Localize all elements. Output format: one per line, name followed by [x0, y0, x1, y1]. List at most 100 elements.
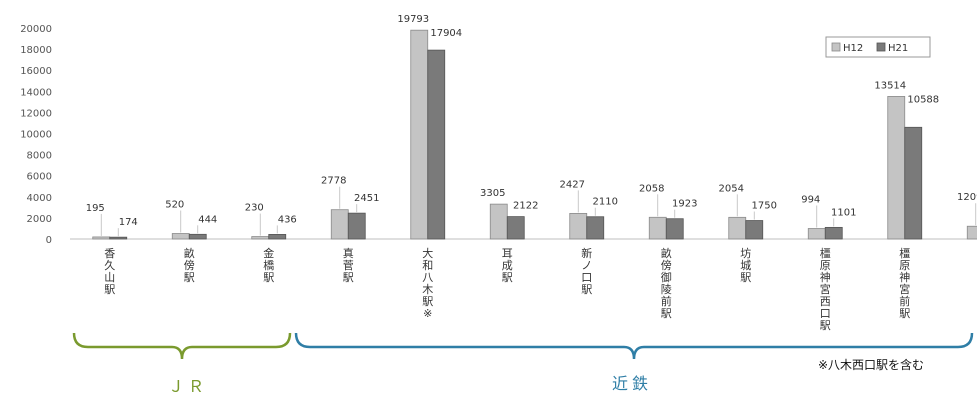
x-tick-label: 橿: [899, 247, 910, 260]
data-label-h12: 3305: [480, 188, 505, 199]
bar-h12: [728, 216, 747, 240]
bar-h12: [569, 212, 588, 240]
y-tick-label: 0: [46, 235, 52, 246]
bar-h21: [824, 226, 843, 240]
bar-h12: [92, 236, 111, 240]
data-label-h12: 520: [165, 200, 184, 211]
y-tick-label: 16000: [20, 66, 52, 77]
bar-h12: [807, 228, 826, 240]
x-tick-label: 山: [104, 271, 115, 284]
y-tick-label: 14000: [20, 87, 52, 98]
y-tick-label: 10000: [20, 130, 52, 141]
bar-h12: [648, 216, 667, 240]
x-tick-label: 宮: [899, 282, 910, 296]
group-label-jr: ＪＲ: [168, 377, 209, 396]
data-label-h21: 1923: [672, 199, 697, 210]
bar-h12: [251, 236, 270, 240]
x-tick-label: 坊: [740, 246, 751, 260]
y-tick-label: 12000: [20, 108, 52, 119]
data-label-h12: 19793: [397, 14, 429, 25]
footnote: ※八木西口駅を含む: [818, 358, 925, 372]
data-label-h12: 2058: [639, 183, 664, 194]
data-label-h12: 2054: [719, 183, 744, 194]
x-tick-label: 木: [422, 283, 433, 296]
x-tick-label: 駅: [899, 307, 910, 320]
bar-h21: [745, 220, 764, 240]
data-label-h21: 174: [119, 217, 138, 228]
x-tick-label: 駅: [104, 283, 115, 296]
x-tick-label: 原: [820, 259, 831, 272]
x-tick-label: 耳: [502, 247, 513, 260]
bar-h12: [171, 233, 190, 240]
x-tick-label: 和: [422, 259, 433, 272]
bar-h12: [887, 96, 906, 240]
bar-h12: [489, 203, 508, 240]
x-tick-label: ※: [423, 307, 432, 320]
x-tick-label: 御: [661, 270, 672, 284]
x-tick-label: 駅: [740, 271, 751, 284]
legend-label-h12: H12: [843, 43, 863, 54]
bar-h21: [904, 126, 923, 240]
group-label-kintetsu: 近鉄: [612, 374, 653, 393]
x-tick-label: 神: [820, 270, 831, 284]
x-tick-label: 駅: [343, 271, 354, 284]
data-label-h12: 1209: [957, 192, 977, 203]
x-tick-label: 八: [422, 271, 433, 284]
x-tick-label: 口: [581, 271, 592, 284]
x-tick-label: 橋: [263, 258, 274, 272]
bar-h21: [506, 216, 525, 240]
x-tick-label: 駅: [422, 295, 433, 308]
x-tick-label: 真: [343, 246, 354, 260]
y-tick-label: 18000: [20, 45, 52, 56]
data-label-h21: 1101: [831, 207, 856, 218]
x-tick-label: 傍: [661, 258, 672, 272]
x-tick-label: ノ: [581, 259, 592, 272]
legend-label-h21: H21: [888, 43, 908, 54]
x-tick-label: 菅: [343, 259, 354, 272]
x-tick-label: 香: [104, 247, 115, 260]
bar-h21: [188, 233, 207, 240]
x-tick-label: 前: [661, 294, 672, 308]
x-tick-label: 口: [820, 307, 831, 320]
data-label-h12: 195: [86, 203, 105, 214]
x-tick-label: 傍: [184, 258, 195, 272]
data-label-h21: 2451: [354, 193, 379, 204]
x-tick-label: 駅: [581, 283, 592, 296]
y-tick-label: 6000: [27, 172, 52, 183]
y-tick-label: 8000: [27, 151, 52, 162]
brace-jr: [72, 332, 292, 360]
x-tick-label: 大: [422, 246, 433, 260]
x-tick-label: 駅: [184, 271, 195, 284]
y-tick-label: 20000: [20, 24, 52, 35]
bar-h21: [347, 212, 366, 240]
data-label-h12: 230: [245, 203, 264, 214]
y-tick-label: 4000: [27, 193, 52, 204]
bar-h12: [330, 209, 349, 240]
data-label-h21: 10588: [907, 94, 939, 105]
data-label-h21: 436: [278, 214, 297, 225]
data-label-h12: 994: [801, 195, 820, 206]
x-tick-label: 成: [502, 259, 513, 272]
x-tick-label: 駅: [502, 271, 513, 284]
x-tick-label: 畝: [184, 247, 195, 260]
x-tick-label: 神: [899, 270, 910, 284]
data-label-h21: 1750: [752, 201, 777, 212]
bar-h21: [427, 49, 446, 240]
bar-h12: [966, 225, 977, 240]
data-label-h12: 2427: [560, 179, 585, 190]
bar-h12: [410, 29, 429, 240]
bar-h21: [268, 234, 287, 240]
x-tick-label: 西: [820, 295, 831, 308]
x-tick-label: 新: [581, 246, 592, 260]
data-label-h21: 17904: [430, 28, 462, 39]
x-tick-label: 原: [899, 259, 910, 272]
x-tick-label: 久: [104, 259, 115, 272]
x-tick-label: 駅: [661, 307, 672, 320]
bar-h21: [586, 216, 605, 240]
bar-h21: [665, 218, 684, 240]
data-label-h21: 2110: [593, 197, 618, 208]
data-label-h21: 444: [198, 214, 217, 225]
x-tick-label: 宮: [820, 282, 831, 296]
x-tick-label: 橿: [820, 247, 831, 260]
